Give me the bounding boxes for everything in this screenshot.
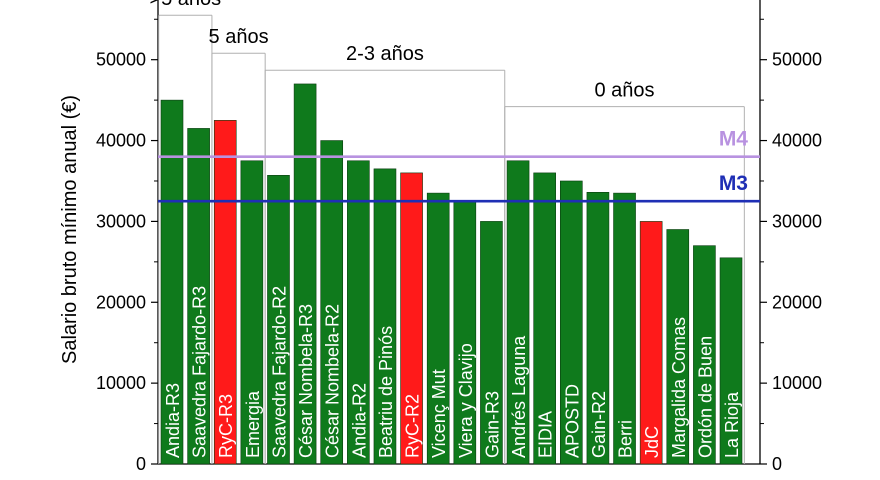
bar-label: César Nombela-R3 <box>296 304 316 458</box>
bar-label: Beatriu de Pinós <box>376 326 396 458</box>
bar-label: Berri <box>616 420 636 458</box>
bar <box>506 160 530 465</box>
bar-label: Andia-R2 <box>349 383 369 458</box>
bar <box>426 192 450 465</box>
bar-label: RyC-R2 <box>403 394 423 458</box>
bar <box>213 120 237 465</box>
group-label: >5 años <box>149 0 221 10</box>
bar <box>559 180 583 465</box>
y-tick-label-right: 10000 <box>772 373 822 393</box>
reference-line-label: M4 <box>719 128 748 151</box>
y-tick-label-right: 50000 <box>772 50 822 70</box>
group-label: 2-3 años <box>346 43 424 65</box>
bar <box>320 140 344 465</box>
y-tick-label-right: 0 <box>772 454 782 474</box>
bar-label: La Rioja <box>722 391 742 458</box>
y-tick-label-left: 0 <box>136 454 146 474</box>
bar <box>693 245 716 465</box>
bar-label: Gain-R2 <box>589 391 609 458</box>
bar <box>480 221 503 465</box>
bar <box>347 160 370 465</box>
bar <box>400 172 423 465</box>
bar-label: Margalida Comas <box>669 317 689 458</box>
bar <box>666 229 690 465</box>
bar <box>613 192 636 465</box>
y-tick-label-right: 30000 <box>772 211 822 231</box>
y-tick-label-left: 10000 <box>96 373 146 393</box>
bar-label: JdC <box>642 426 662 458</box>
bar <box>267 175 290 465</box>
group-label: 5 años <box>209 26 269 48</box>
bar-label: Andrés Laguna <box>509 335 529 458</box>
group-label: 0 años <box>595 80 655 102</box>
bar-label: Andia-R3 <box>163 383 183 458</box>
bar <box>373 168 397 465</box>
y-axis-label: Salario bruto mínimo anual (€) <box>59 95 81 364</box>
bar <box>187 128 210 465</box>
bar-label: Vicenç Mut <box>429 369 449 458</box>
bar-label: EIDIA <box>536 411 556 458</box>
y-tick-label-right: 20000 <box>772 292 822 312</box>
bar-label: César Nombela-R2 <box>323 304 343 458</box>
y-tick-label-left: 50000 <box>96 50 146 70</box>
bar-label: Viera y Clavijo <box>456 343 476 458</box>
reference-line-label: M3 <box>719 172 748 195</box>
y-tick-label-left: 40000 <box>96 131 146 151</box>
bar <box>533 172 556 465</box>
bar <box>639 221 663 465</box>
bar <box>719 257 743 465</box>
bar-label: Emergia <box>243 390 263 458</box>
bar <box>586 192 610 465</box>
bar-label: Saavedra Fajardo-R3 <box>190 286 210 458</box>
bar <box>240 160 264 465</box>
bar-label: Saavedra Fajardo-R2 <box>269 286 289 458</box>
bar-label: Ordón de Buen <box>695 336 715 458</box>
y-tick-label-left: 20000 <box>96 292 146 312</box>
y-tick-label-left: 30000 <box>96 211 146 231</box>
bar-label: Gain-R3 <box>482 391 502 458</box>
bar <box>293 83 317 465</box>
bar-label: APOSTD <box>562 384 582 458</box>
bar-label: RyC-R3 <box>216 394 236 458</box>
y-tick-label-right: 40000 <box>772 131 822 151</box>
bar <box>160 99 184 465</box>
